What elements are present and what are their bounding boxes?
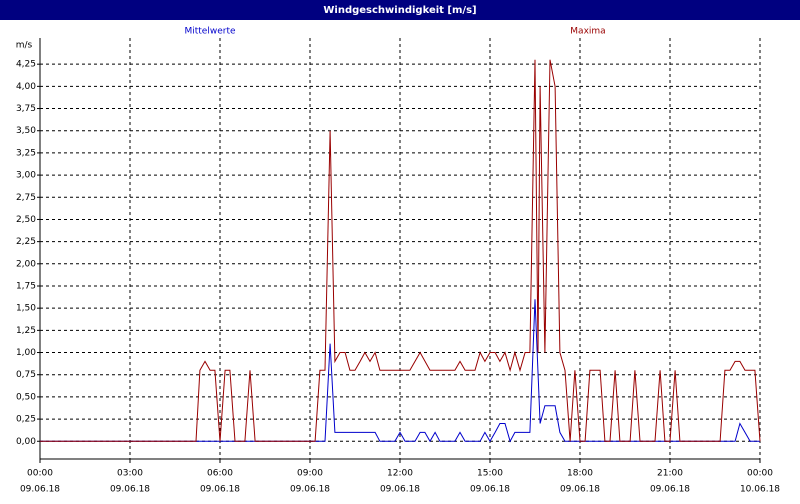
- y-tick-label: 2,25: [16, 237, 36, 247]
- x-tick-date: 09.06.18: [380, 485, 420, 495]
- x-tick-label: 09:00: [297, 469, 323, 479]
- x-tick-date: 09.06.18: [20, 485, 60, 495]
- legend-entry: Maxima: [570, 27, 605, 37]
- y-tick-label: 0,25: [16, 415, 36, 425]
- x-tick-label: 21:00: [657, 469, 683, 479]
- title-bar: [0, 0, 800, 20]
- x-tick-label: 00:00: [27, 469, 53, 479]
- y-tick-label: 3,25: [16, 148, 36, 158]
- y-tick-label: 2,75: [16, 193, 36, 203]
- y-tick-label: 4,00: [16, 82, 36, 92]
- y-tick-label: 2,50: [16, 215, 36, 225]
- x-tick-date: 10.06.18: [740, 485, 780, 495]
- x-tick-label: 18:00: [567, 469, 593, 479]
- x-tick-label: 06:00: [207, 469, 233, 479]
- y-tick-label: 4,25: [16, 60, 36, 70]
- x-tick-label: 00:00: [747, 469, 773, 479]
- x-tick-label: 12:00: [387, 469, 413, 479]
- y-tick-label: 3,75: [16, 104, 36, 114]
- y-tick-label: 1,75: [16, 281, 36, 291]
- x-tick-label: 15:00: [477, 469, 503, 479]
- y-tick-label: 3,50: [16, 126, 36, 136]
- x-tick-date: 09.06.18: [650, 485, 690, 495]
- x-tick-date: 09.06.18: [200, 485, 240, 495]
- y-tick-label: 0,75: [16, 370, 36, 380]
- y-tick-label: 1,00: [16, 348, 36, 358]
- y-tick-label: 1,25: [16, 326, 36, 336]
- y-tick-label: 3,00: [16, 171, 36, 181]
- x-tick-date: 09.06.18: [110, 485, 150, 495]
- y-tick-label: 1,50: [16, 304, 36, 314]
- data-line: [40, 299, 760, 443]
- y-tick-label: 0,50: [16, 392, 36, 402]
- y-axis-label: m/s: [16, 41, 33, 51]
- y-tick-label: 0,00: [16, 437, 36, 447]
- x-tick-label: 03:00: [117, 469, 143, 479]
- x-tick-date: 09.06.18: [470, 485, 510, 495]
- chart-title: Windgeschwindigkeit [m/s]: [323, 5, 476, 16]
- legend-entry: Mittelwerte: [184, 27, 235, 37]
- y-tick-label: 2,00: [16, 259, 36, 269]
- x-tick-date: 09.06.18: [560, 485, 600, 495]
- x-tick-date: 09.06.18: [290, 485, 330, 495]
- data-line: [40, 59, 761, 442]
